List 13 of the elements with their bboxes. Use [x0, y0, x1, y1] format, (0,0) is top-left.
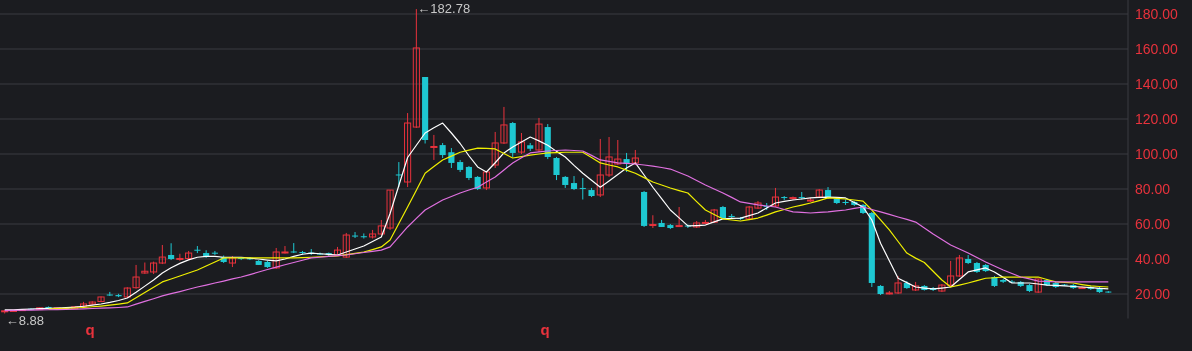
text: q: [540, 321, 550, 338]
y-tick-label: 80.00: [1135, 180, 1171, 197]
y-tick-label: 180.00: [1135, 5, 1179, 22]
y-tick-label: 120.00: [1135, 110, 1179, 127]
y-tick-label: 20.00: [1135, 285, 1171, 302]
annotation: ←8.88: [5, 313, 45, 329]
y-tick-label: 60.00: [1135, 215, 1171, 232]
y-tick-label: 140.00: [1135, 75, 1179, 92]
text: q: [85, 321, 95, 338]
y-tick-label: 40.00: [1135, 250, 1171, 267]
annotation: ←182.78: [417, 1, 471, 17]
y-tick-label: 100.00: [1135, 145, 1179, 162]
y-tick-label: 160.00: [1135, 40, 1179, 57]
